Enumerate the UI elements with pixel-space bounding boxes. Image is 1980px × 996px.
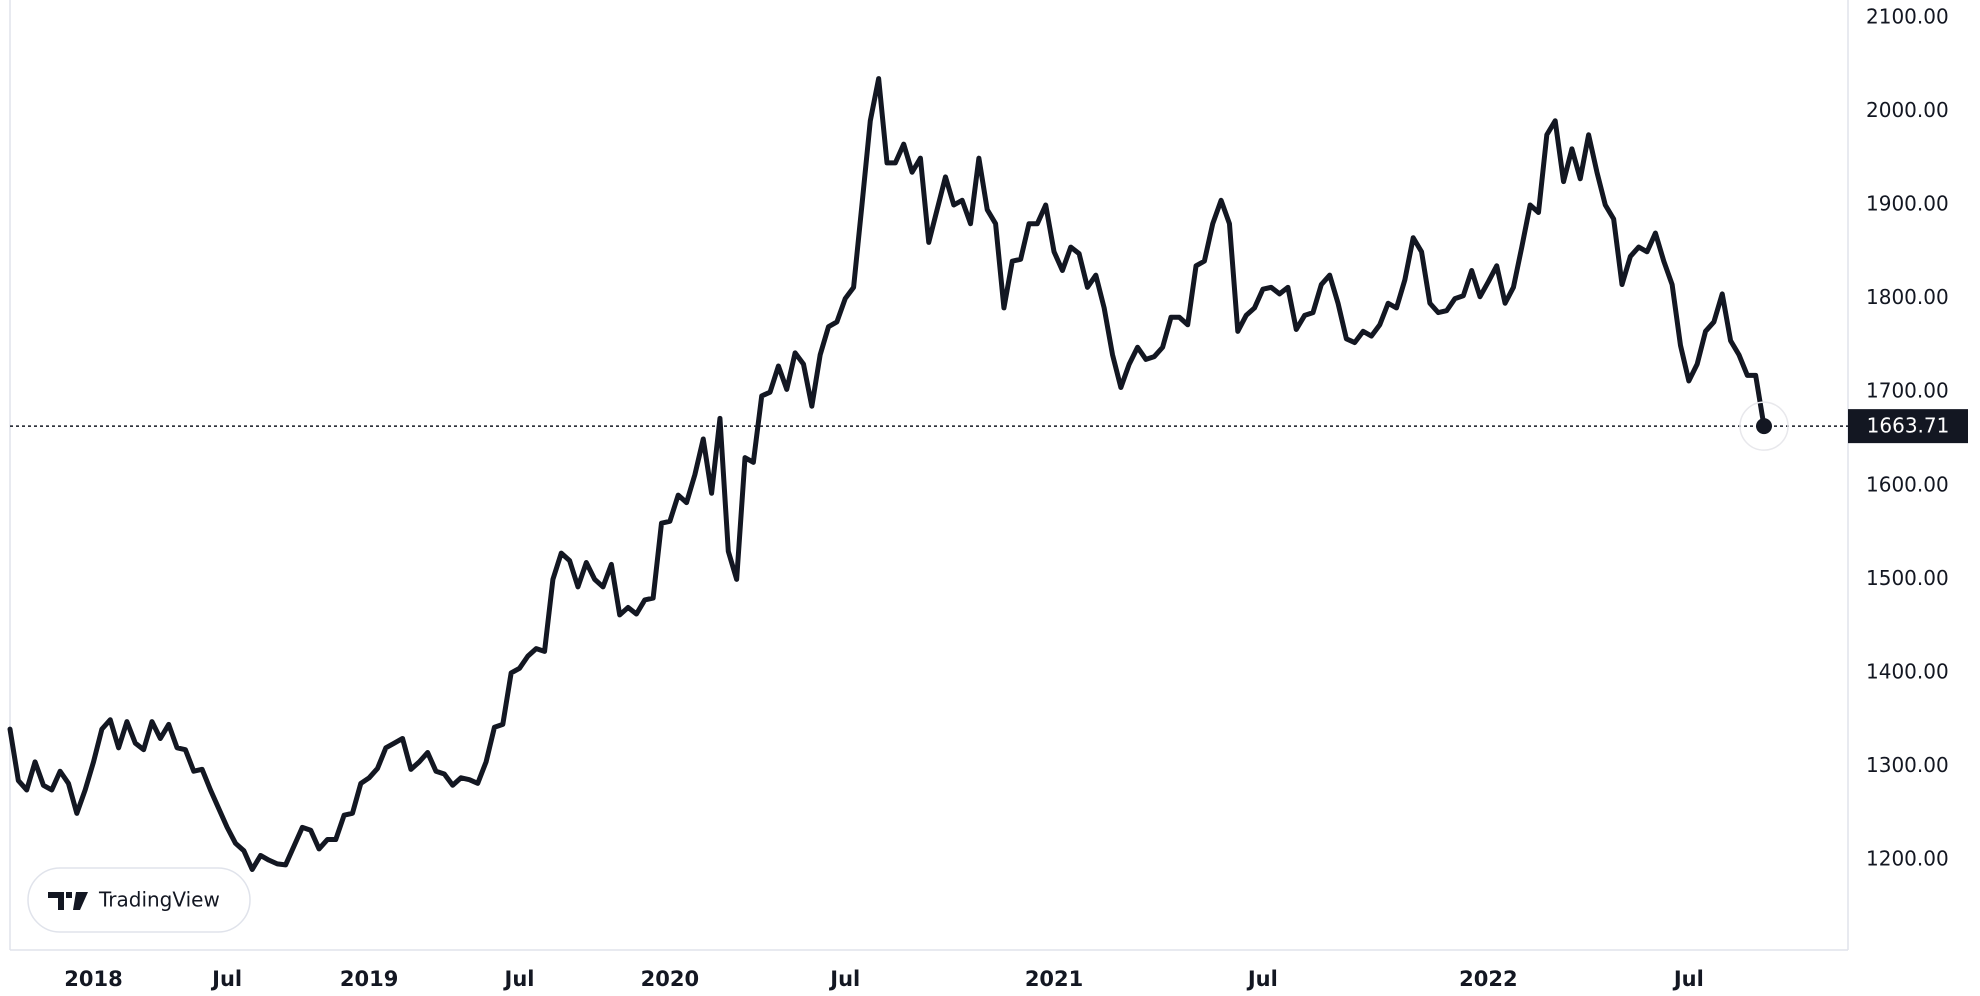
y-tick-label: 1300.00: [1866, 753, 1949, 777]
y-tick-label: 2100.00: [1866, 4, 1949, 28]
x-tick-label: 2019: [340, 967, 398, 991]
y-tick-label: 1800.00: [1866, 285, 1949, 309]
watermark-box: [27, 867, 251, 933]
x-tick-label: Jul: [210, 967, 242, 991]
price-line: [7, 76, 1767, 873]
watermark-logo: [48, 892, 88, 910]
last-price-box: [1848, 409, 1968, 444]
y-tick-label: 2000.00: [1866, 98, 1949, 122]
x-tick-label: Jul: [828, 967, 860, 991]
last-point: [1756, 418, 1772, 435]
x-tick-label: Jul: [503, 967, 535, 991]
y-tick-label: 1500.00: [1866, 566, 1949, 590]
y-tick-label: 1700.00: [1866, 379, 1949, 403]
y-tick-label: 1900.00: [1866, 191, 1949, 215]
y-tick-label: 1600.00: [1866, 472, 1949, 496]
watermark: TradingView: [27, 867, 251, 933]
x-tick-label: Jul: [1246, 967, 1278, 991]
watermark-text: TradingView: [98, 888, 220, 912]
last-point-halo: [1739, 401, 1789, 451]
x-tick-label: Jul: [1672, 967, 1704, 991]
x-tick-label: 2020: [641, 967, 699, 991]
x-tick-label: 2021: [1025, 967, 1083, 991]
x-tick-label: 2018: [64, 967, 122, 991]
last-price-label: 1663.71: [1867, 414, 1950, 438]
y-tick-label: 1400.00: [1866, 659, 1949, 683]
x-tick-label: 2022: [1459, 967, 1517, 991]
y-tick-label: 1200.00: [1866, 847, 1949, 871]
